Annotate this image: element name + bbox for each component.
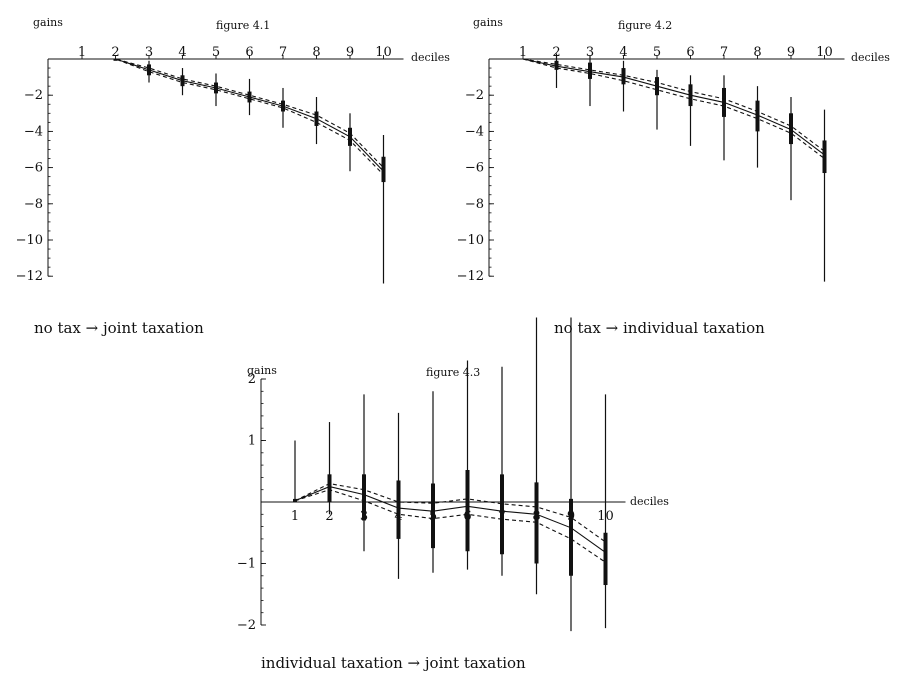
x-tick-label: 3 — [586, 45, 594, 60]
y-tick-label: −10 — [16, 233, 43, 248]
x-tick-label: 8 — [753, 45, 761, 60]
x-tick-label: 1 — [78, 45, 86, 60]
y-tick-label: −4 — [465, 124, 484, 139]
series-line-solid — [82, 58, 384, 172]
x-tick-label: 9 — [346, 45, 354, 60]
figure-title: figure 4.3 — [426, 366, 480, 379]
figure-caption: no tax → individual taxation — [554, 319, 765, 337]
y-tick-label: −12 — [457, 269, 484, 284]
y-tick-label: 2 — [248, 372, 256, 387]
x-tick-label: 4 — [619, 45, 627, 60]
y-tick-label: −12 — [16, 269, 43, 284]
x-tick-label: 2 — [111, 45, 119, 60]
series-line-dashed — [294, 483, 606, 543]
x-tick-label: 10 — [375, 45, 392, 60]
x-tick-label: 7 — [720, 45, 728, 60]
x-axis-title: deciles — [851, 51, 890, 64]
series-line-dashed — [522, 58, 825, 152]
x-tick-label: 6 — [245, 45, 253, 60]
x-tick-label: 5 — [653, 45, 661, 60]
figure-title: figure 4.2 — [618, 19, 672, 32]
x-tick-label: 3 — [145, 45, 153, 60]
figure-caption: no tax → joint taxation — [34, 319, 204, 337]
y-tick-label: −2 — [237, 618, 256, 633]
series-line-dashed — [522, 58, 825, 160]
x-tick-label: 4 — [178, 45, 186, 60]
y-axis-title: gains — [33, 16, 63, 29]
y-tick-label: −2 — [24, 88, 43, 103]
y-tick-label: −2 — [465, 88, 484, 103]
x-tick-label: 6 — [686, 45, 694, 60]
y-tick-label: 1 — [248, 434, 256, 449]
y-axis-title: gains — [473, 16, 503, 29]
figure-title: figure 4.1 — [216, 19, 270, 32]
x-tick-label: 8 — [312, 45, 320, 60]
x-tick-label: 7 — [279, 45, 287, 60]
x-tick-label: 1 — [519, 45, 527, 60]
x-tick-label: 2 — [325, 509, 333, 524]
y-tick-label: −8 — [465, 197, 484, 212]
series-line-solid — [294, 486, 606, 553]
x-tick-label: 5 — [212, 45, 220, 60]
series-line-dashed — [294, 489, 606, 563]
x-axis-title: deciles — [630, 495, 669, 508]
x-axis-title: deciles — [411, 51, 450, 64]
x-tick-label: 1 — [291, 509, 299, 524]
y-tick-label: −1 — [237, 557, 256, 572]
series-line-dashed — [82, 58, 384, 168]
y-tick-label: −4 — [24, 124, 43, 139]
y-axis-title: gains — [247, 364, 277, 377]
series-line-dashed — [82, 58, 384, 176]
series-line-solid — [522, 58, 825, 156]
y-tick-label: −6 — [465, 161, 484, 176]
y-tick-label: −6 — [24, 161, 43, 176]
y-tick-label: −10 — [457, 233, 484, 248]
x-tick-label: 9 — [787, 45, 795, 60]
x-tick-label: 10 — [816, 45, 833, 60]
figure-caption: individual taxation → joint taxation — [261, 654, 526, 672]
x-tick-label: 2 — [552, 45, 560, 60]
y-tick-label: −8 — [24, 197, 43, 212]
